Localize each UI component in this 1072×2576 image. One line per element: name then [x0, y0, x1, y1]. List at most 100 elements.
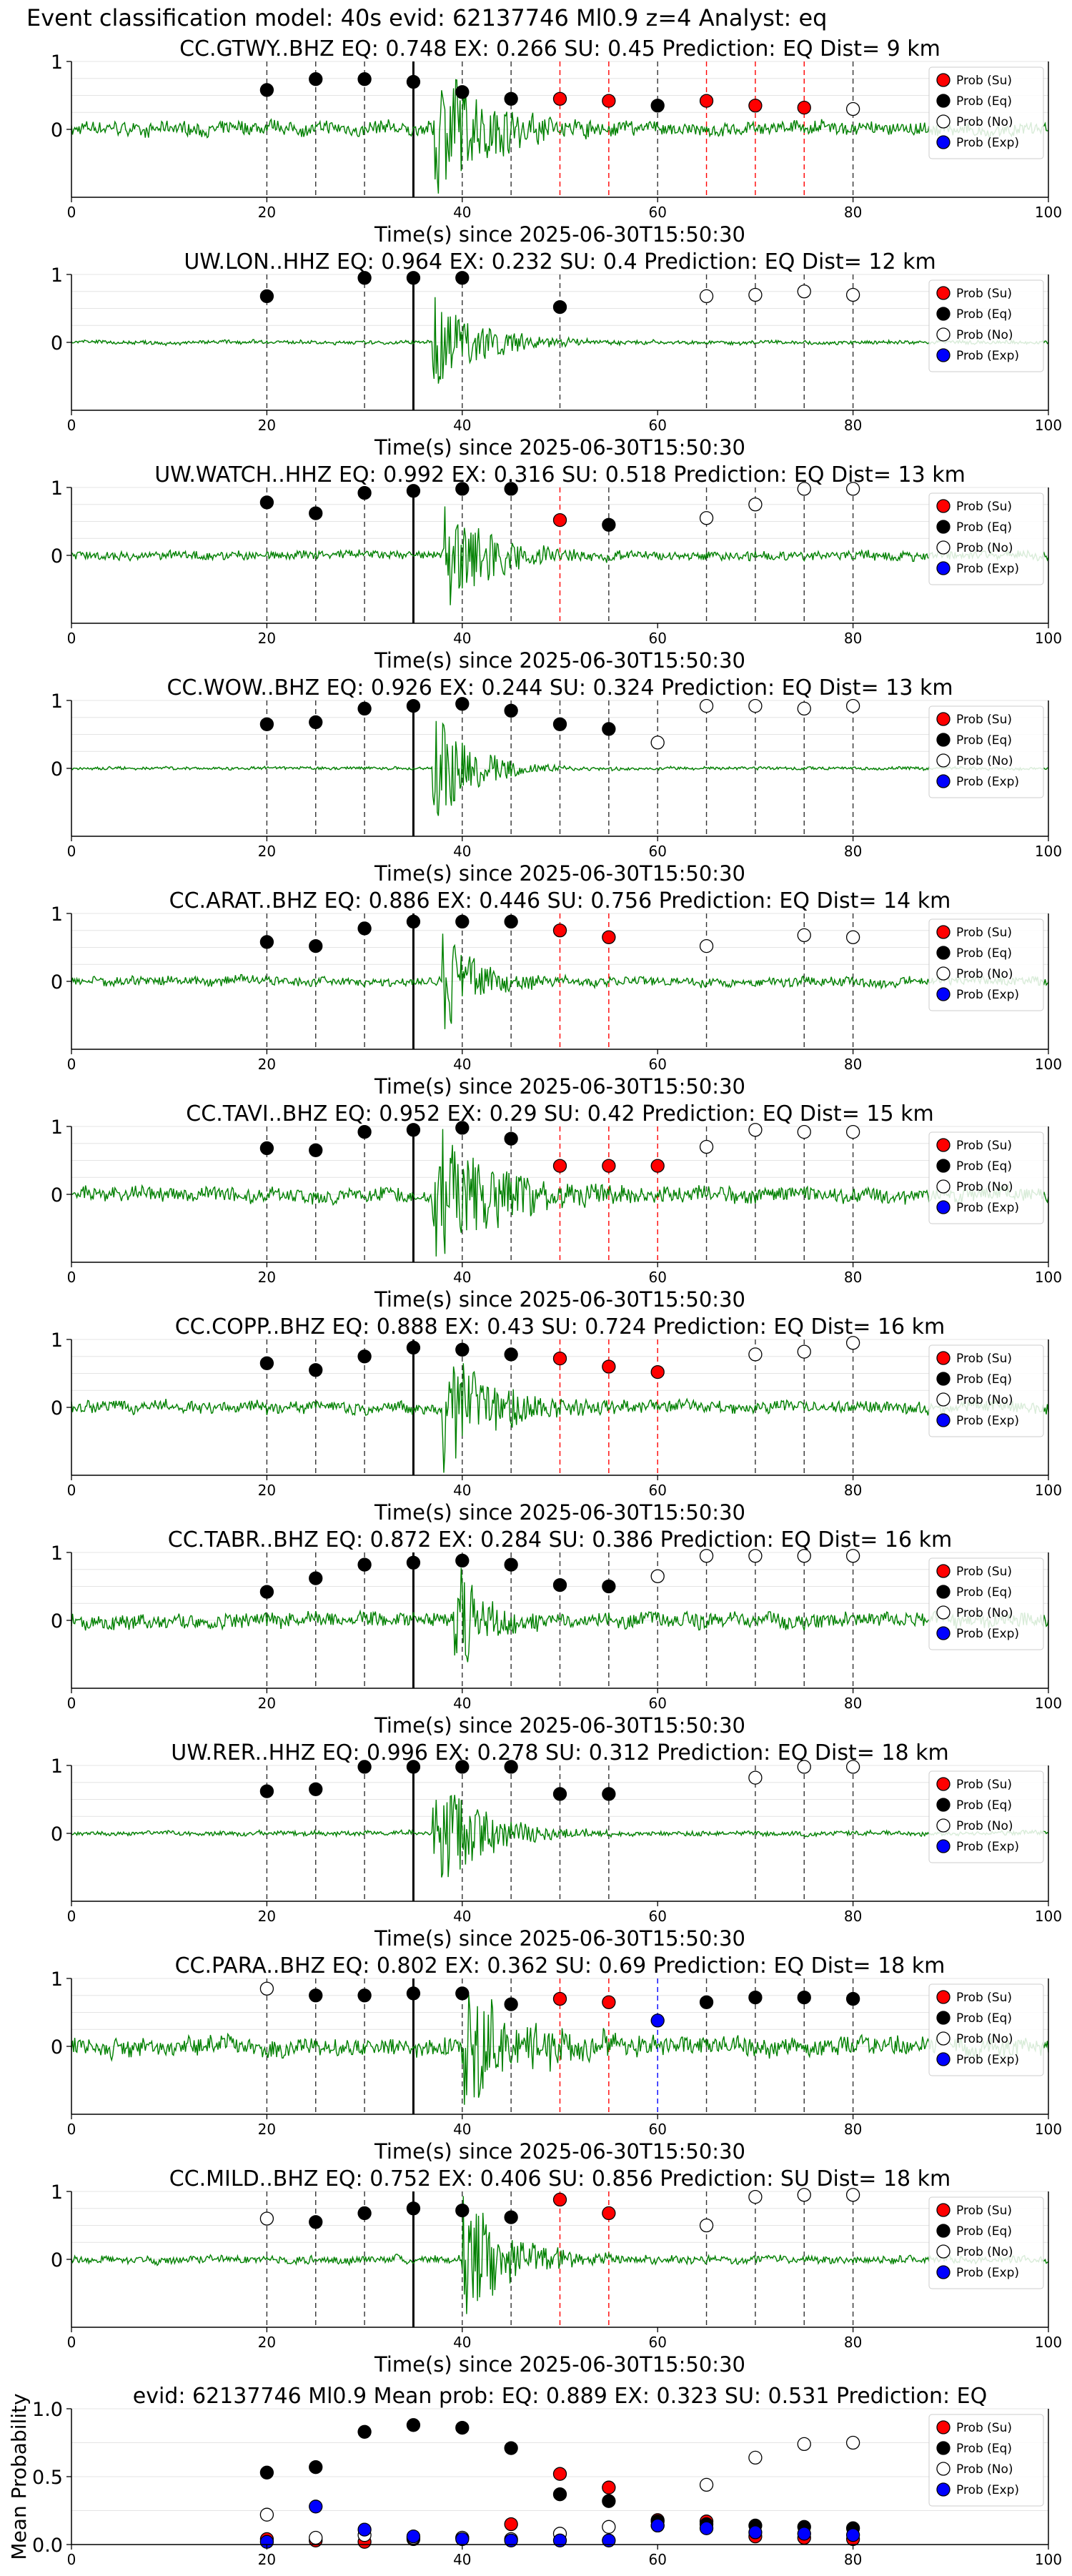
prob-marker-eq: [504, 914, 518, 929]
prob-marker-eq: [259, 717, 274, 731]
prob-marker-no: [845, 930, 860, 944]
x-tick-label: 0: [67, 630, 76, 647]
prob-marker-eq: [455, 85, 470, 99]
x-tick-label: 20: [258, 1269, 276, 1286]
y-tick-label: 1: [51, 264, 63, 287]
prob-marker-no: [845, 101, 860, 117]
legend-label-eq: Prob (Eq): [956, 733, 1012, 748]
legend-label-su: Prob (Su): [956, 74, 1012, 88]
prob-marker-no: [845, 287, 860, 302]
legend-marker-exp: [936, 774, 951, 788]
legend-marker-no: [936, 114, 951, 129]
legend-marker-su: [936, 2203, 951, 2217]
legend-marker-exp: [936, 1413, 951, 1427]
legend-marker-eq: [936, 520, 951, 534]
prob-marker-no: [845, 1336, 860, 1350]
x-tick-label: 0: [67, 1269, 76, 1286]
x-tick-label: 100: [1035, 2551, 1062, 2568]
subplot-title: CC.TABR..BHZ EQ: 0.872 EX: 0.284 SU: 0.3…: [168, 1527, 952, 1552]
prob-marker-eq: [552, 717, 567, 731]
legend-box: [928, 66, 1044, 159]
prob-marker-eq: [455, 697, 470, 711]
x-tick-label: 20: [258, 630, 276, 647]
prob-marker-eq: [455, 482, 470, 496]
x-tick-label: 80: [844, 1482, 862, 1499]
legend-label-no: Prob (No): [956, 1819, 1013, 1833]
y-tick-label: 1.0: [32, 2399, 63, 2421]
x-tick-label: 20: [258, 204, 276, 221]
x-tick-label: 40: [453, 2334, 471, 2351]
legend-label-su: Prob (Su): [956, 1778, 1012, 1792]
prob-marker-no: [797, 1344, 811, 1359]
x-tick-label: 20: [258, 843, 276, 860]
prob-marker-no: [699, 511, 714, 525]
legend-label-no: Prob (No): [956, 115, 1013, 129]
legend-label-no: Prob (No): [956, 754, 1013, 768]
subplot-7: CC.TABR..BHZ EQ: 0.872 EX: 0.284 SU: 0.3…: [51, 1527, 1062, 1738]
x-tick-label: 100: [1035, 204, 1062, 221]
prob-marker-eq: [602, 722, 616, 736]
legend-marker-exp: [936, 2482, 951, 2497]
legend-marker-no: [936, 1392, 951, 1407]
x-tick-label: 40: [453, 417, 471, 434]
prob-marker-no: [845, 482, 860, 496]
legend-label-no: Prob (No): [956, 541, 1013, 555]
prob-marker-eq: [309, 1363, 323, 1377]
x-tick-label: 60: [648, 204, 666, 221]
legend-marker-no: [936, 1818, 951, 1833]
x-tick-label: 20: [258, 1056, 276, 1073]
mean-marker-no: [602, 2520, 616, 2534]
x-tick-label: 20: [258, 1695, 276, 1712]
x-axis-label: Time(s) since 2025-06-30T15:50:30: [374, 1713, 745, 1738]
waveform-trace: [71, 1994, 1049, 2105]
x-tick-label: 40: [453, 1269, 471, 1286]
x-tick-label: 0: [67, 417, 76, 434]
legend-marker-exp: [936, 1839, 951, 1853]
prob-marker-eq: [504, 1347, 518, 1362]
legend-marker-su: [936, 499, 951, 513]
prob-marker-eq: [259, 289, 274, 304]
y-tick-label: 1: [51, 1329, 63, 1352]
prob-marker-eq: [357, 1988, 372, 2003]
legend-label-no: Prob (No): [956, 967, 1013, 981]
prob-marker-eq: [552, 1577, 567, 1592]
legend-box: [928, 492, 1044, 585]
prob-marker-eq: [357, 485, 372, 500]
subplot-11: evid: 62137746 Ml0.9 Mean prob: EQ: 0.88…: [7, 2384, 1062, 2568]
prob-marker-eq: [602, 517, 616, 532]
mean-marker-exp: [455, 2532, 470, 2547]
legend-label-eq: Prob (Eq): [956, 946, 1012, 961]
prob-marker-no: [748, 287, 763, 302]
x-tick-label: 80: [844, 1056, 862, 1073]
mean-marker-exp: [748, 2525, 763, 2540]
x-tick-label: 0: [67, 843, 76, 860]
y-tick-label: 1: [51, 1968, 63, 1991]
legend-marker-no: [936, 327, 951, 342]
legend-marker-eq: [936, 307, 951, 321]
legend-marker-no: [936, 1179, 951, 1194]
legend-marker-no: [936, 2031, 951, 2046]
legend-marker-exp: [936, 561, 951, 575]
legend-marker-eq: [936, 2441, 951, 2455]
x-tick-label: 0: [67, 1908, 76, 1925]
prob-marker-eq: [259, 83, 274, 97]
legend-marker-eq: [936, 1798, 951, 1812]
prob-marker-eq: [309, 715, 323, 730]
subplot-title: UW.WATCH..HHZ EQ: 0.992 EX: 0.316 SU: 0.…: [154, 462, 966, 487]
mean-marker-no: [797, 2437, 811, 2452]
legend-marker-exp: [936, 135, 951, 149]
prob-marker-su: [552, 1991, 567, 2006]
x-tick-label: 0: [67, 2121, 76, 2138]
mean-marker-exp: [504, 2533, 518, 2547]
x-tick-label: 20: [258, 417, 276, 434]
subplot-title: CC.WOW..BHZ EQ: 0.926 EX: 0.244 SU: 0.32…: [167, 675, 953, 700]
x-tick-label: 60: [648, 2551, 666, 2568]
prob-marker-eq: [552, 1787, 567, 1801]
legend-marker-eq: [936, 2011, 951, 2025]
y-tick-label: 1: [51, 51, 63, 74]
legend-marker-eq: [936, 94, 951, 108]
x-tick-label: 100: [1035, 630, 1062, 647]
prob-marker-su: [552, 91, 567, 106]
legend-box: [928, 918, 1044, 1011]
